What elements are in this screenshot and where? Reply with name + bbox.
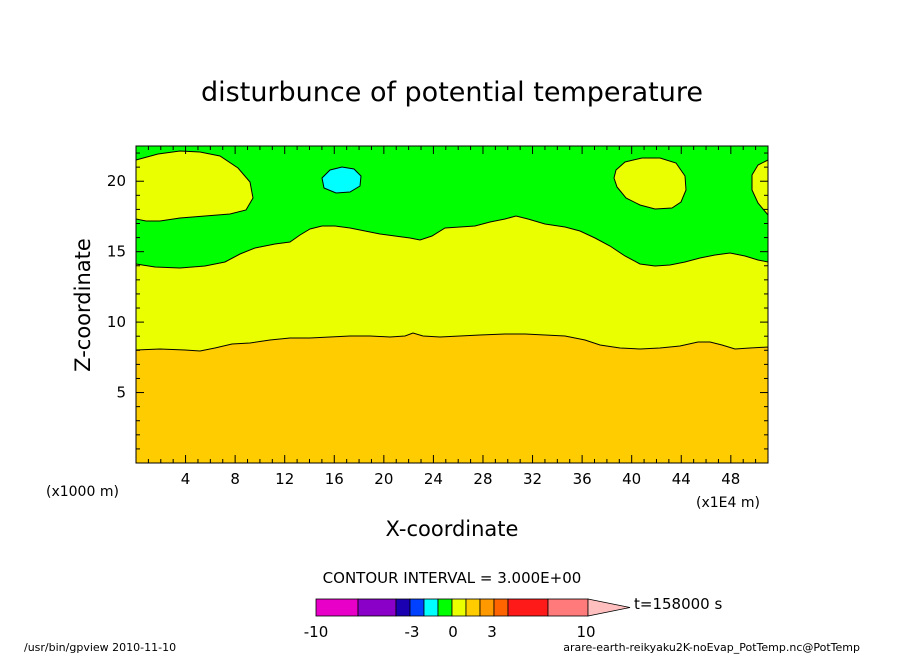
colorbar-swatch [547, 598, 589, 617]
plot-frame [135, 145, 769, 464]
x-tick-label: 20 [374, 470, 393, 488]
x-tick-label: 32 [523, 470, 542, 488]
x-tick-label: 8 [230, 470, 240, 488]
y-tick-label: 15 [107, 243, 126, 261]
colorbar [315, 598, 631, 617]
contour-blob-left [135, 150, 254, 222]
colorbar-swatch [507, 598, 549, 617]
x-tick-label: 44 [672, 470, 691, 488]
colorbar-tick-labels: -10 -3 0 3 10 [304, 623, 596, 641]
y-tick-label: 20 [107, 172, 126, 190]
colorbar-tick-label: 3 [487, 623, 497, 641]
x-axis: 4 8 12 16 20 24 28 32 36 40 44 48 [135, 146, 769, 488]
y-tick-label: 5 [116, 384, 126, 402]
x-tick-label: 40 [622, 470, 641, 488]
x-tick-label: 48 [721, 470, 740, 488]
colorbar-swatch [437, 598, 453, 617]
x-scale-note: (x1E4 m) [696, 495, 760, 511]
contour-fill-orange [135, 332, 769, 464]
x-unit-label: (x1000 m) [46, 484, 119, 500]
y-axis: 5 10 15 20 [107, 152, 768, 464]
colorbar-tick-label: 10 [576, 623, 595, 641]
footer-right: arare-earth-reikyaku2K-noEvap_PotTemp.nc… [563, 641, 860, 654]
colorbar-swatch [451, 598, 467, 617]
x-tick-label: 36 [573, 470, 592, 488]
colorbar-swatch [357, 598, 397, 617]
x-tick-label: 24 [424, 470, 443, 488]
x-axis-title: X-coordinate [386, 517, 519, 541]
chart-title: disturbunce of potential temperature [201, 77, 703, 108]
colorbar-tick-label: -10 [304, 623, 329, 641]
colorbar-arrow [587, 598, 631, 617]
x-tick-label: 28 [473, 470, 492, 488]
plot-area [135, 146, 769, 464]
colorbar-tick-label: -3 [405, 623, 420, 641]
footer-left: /usr/bin/gpview 2010-11-10 [24, 641, 176, 654]
colorbar-swatch [465, 598, 481, 617]
y-axis-title: Z-coordinate [71, 238, 95, 372]
colorbar-swatch [409, 598, 425, 617]
contour-interval-text: CONTOUR INTERVAL = 3.000E+00 [323, 569, 582, 587]
colorbar-swatch [493, 598, 509, 617]
y-tick-label: 10 [107, 313, 126, 331]
colorbar-swatch [315, 598, 359, 617]
time-label: t=158000 s [634, 595, 722, 613]
colorbar-swatch [423, 598, 439, 617]
colorbar-swatch [479, 598, 495, 617]
x-tick-label: 12 [275, 470, 294, 488]
contour-blob-right [613, 157, 687, 210]
contour-blob-cyan [321, 166, 362, 194]
x-tick-label: 4 [181, 470, 191, 488]
x-tick-label: 16 [325, 470, 344, 488]
colorbar-swatch [395, 598, 411, 617]
colorbar-tick-label: 0 [448, 623, 458, 641]
